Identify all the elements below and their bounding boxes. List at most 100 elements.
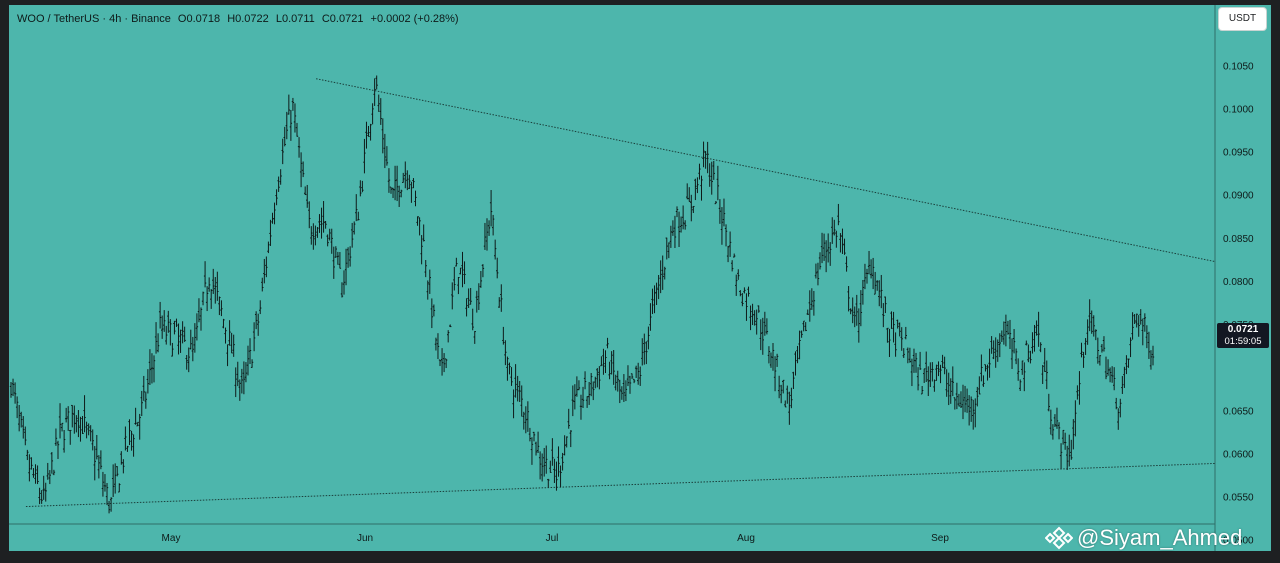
candle	[951, 366, 954, 397]
candle	[334, 246, 338, 258]
candle	[1070, 439, 1073, 460]
candle	[477, 283, 481, 310]
candle	[111, 464, 115, 497]
candle	[551, 438, 554, 466]
candle	[101, 471, 105, 497]
candle	[283, 126, 286, 147]
candle	[655, 282, 658, 305]
candle	[11, 378, 15, 397]
candle	[735, 274, 738, 296]
candle	[1049, 409, 1053, 435]
candle	[1131, 312, 1134, 340]
candle	[1016, 358, 1020, 381]
candle	[1084, 338, 1087, 355]
candle	[212, 268, 215, 294]
candle	[579, 394, 583, 420]
candle	[775, 353, 779, 367]
candle	[722, 198, 726, 227]
price-chart[interactable]: May Jun Jul Aug Sep 0.1050 0.1000 0.0950 0.0900…	[9, 5, 1271, 551]
candle	[898, 322, 901, 337]
candle	[798, 330, 801, 360]
candle	[34, 464, 37, 484]
candle	[833, 219, 836, 236]
candle	[263, 258, 266, 284]
candle	[992, 340, 995, 360]
candle	[451, 282, 454, 310]
candle	[882, 303, 885, 328]
candle	[169, 319, 172, 346]
upper-trendline[interactable]	[315, 78, 1216, 263]
candle	[58, 403, 62, 439]
candle	[28, 454, 31, 482]
candle	[616, 370, 619, 392]
candle	[275, 189, 278, 206]
candle	[708, 163, 711, 187]
candle	[955, 382, 959, 410]
candle	[306, 184, 309, 208]
candle	[248, 338, 252, 365]
candle	[967, 395, 971, 426]
candle	[683, 220, 687, 230]
candle	[210, 289, 213, 309]
candle	[79, 416, 82, 442]
candle	[514, 364, 517, 398]
candle	[353, 221, 356, 235]
candle	[1110, 366, 1114, 383]
candle	[498, 297, 501, 308]
candle	[1119, 398, 1122, 418]
candle	[890, 311, 893, 329]
candle	[281, 138, 284, 165]
candle	[855, 294, 858, 326]
candle	[845, 256, 848, 272]
candle	[1053, 414, 1057, 427]
candle	[857, 308, 861, 343]
candle	[179, 329, 182, 353]
y-tick-label: 0.0550	[1223, 493, 1254, 504]
lower-trendline[interactable]	[25, 462, 1216, 508]
candle	[205, 286, 209, 312]
candle	[1057, 422, 1061, 440]
candle	[610, 351, 613, 375]
candle	[385, 146, 389, 166]
candle	[786, 385, 789, 404]
currency-button[interactable]: USDT	[1219, 8, 1266, 30]
candle	[228, 320, 231, 346]
candle	[510, 367, 513, 386]
candle	[516, 375, 519, 402]
candle	[238, 379, 242, 401]
candle	[749, 305, 752, 331]
candle	[85, 421, 88, 439]
candle	[346, 247, 350, 268]
candle	[1147, 331, 1151, 359]
candle	[536, 431, 540, 453]
candle	[357, 211, 360, 221]
candle	[540, 453, 544, 482]
candle	[54, 428, 58, 446]
candle	[73, 405, 76, 434]
candle	[46, 462, 49, 480]
candle	[150, 353, 154, 384]
x-tick-label: May	[162, 533, 181, 544]
candle	[810, 288, 814, 310]
chart-area[interactable]: May Jun Jul Aug Sep 0.1050 0.1000 0.0950 0.0900…	[9, 5, 1271, 551]
candle	[839, 233, 842, 253]
candle	[440, 348, 444, 376]
candle	[600, 356, 603, 367]
candle	[467, 288, 470, 308]
close-value: C0.0721	[321, 13, 364, 25]
candle	[1008, 319, 1012, 350]
candle	[865, 268, 869, 284]
candle	[67, 406, 70, 431]
candle	[506, 356, 509, 381]
candle	[1137, 315, 1140, 337]
candle	[254, 311, 258, 330]
candle	[1112, 367, 1116, 391]
candle	[737, 269, 740, 280]
symbol-label[interactable]: WOO / TetherUS · 4h · Binance	[17, 13, 171, 25]
candle	[154, 322, 158, 354]
candle	[463, 261, 466, 285]
candle	[77, 410, 80, 438]
candle	[485, 218, 489, 251]
candle	[430, 298, 434, 329]
candle	[694, 178, 697, 201]
